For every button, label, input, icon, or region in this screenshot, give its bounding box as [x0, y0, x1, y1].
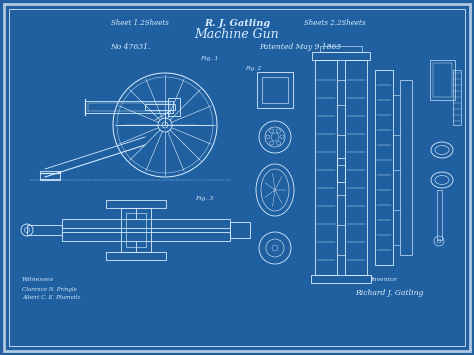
Bar	[311, 275, 371, 283]
Bar	[106, 252, 166, 260]
Text: Fig. 3: Fig. 3	[195, 196, 213, 201]
Text: Sheets 2.2Sheets: Sheets 2.2Sheets	[304, 19, 366, 27]
Bar	[88, 103, 170, 111]
Text: Witnesses: Witnesses	[22, 277, 54, 282]
Bar	[121, 208, 151, 252]
Bar	[400, 80, 412, 255]
Bar	[126, 213, 146, 247]
Bar	[437, 190, 442, 240]
Text: Patented May 9 1865: Patented May 9 1865	[259, 43, 341, 51]
Bar	[230, 222, 250, 238]
Bar	[375, 70, 393, 265]
Bar	[257, 72, 293, 108]
Text: Machine Gun: Machine Gun	[195, 28, 279, 42]
Bar	[62, 219, 230, 228]
Bar	[453, 70, 461, 125]
Bar	[85, 101, 173, 113]
Text: Sheet 1.2Sheets: Sheet 1.2Sheets	[111, 19, 169, 27]
Text: Fig. 1: Fig. 1	[200, 56, 219, 61]
Bar	[40, 171, 60, 180]
Bar	[262, 77, 288, 103]
Text: No 47631.: No 47631.	[110, 43, 150, 51]
Bar	[168, 98, 180, 116]
Bar	[345, 60, 367, 275]
Bar	[430, 60, 455, 100]
Text: Clarence N. Pringle: Clarence N. Pringle	[22, 287, 77, 292]
Bar	[315, 60, 337, 275]
Bar	[433, 63, 452, 97]
Bar	[312, 52, 370, 60]
Bar	[337, 158, 345, 182]
Bar	[145, 104, 175, 110]
Text: R. J. Gatling: R. J. Gatling	[204, 18, 270, 27]
Bar	[62, 232, 230, 241]
Bar	[106, 200, 166, 208]
Text: Fig. 2: Fig. 2	[245, 66, 261, 71]
Bar	[27, 225, 62, 235]
Text: Inventor: Inventor	[370, 277, 397, 282]
Text: Richard J. Gatling: Richard J. Gatling	[355, 289, 423, 297]
Bar	[320, 46, 362, 52]
Text: Albert C. E. Plumvitz: Albert C. E. Plumvitz	[22, 295, 81, 300]
